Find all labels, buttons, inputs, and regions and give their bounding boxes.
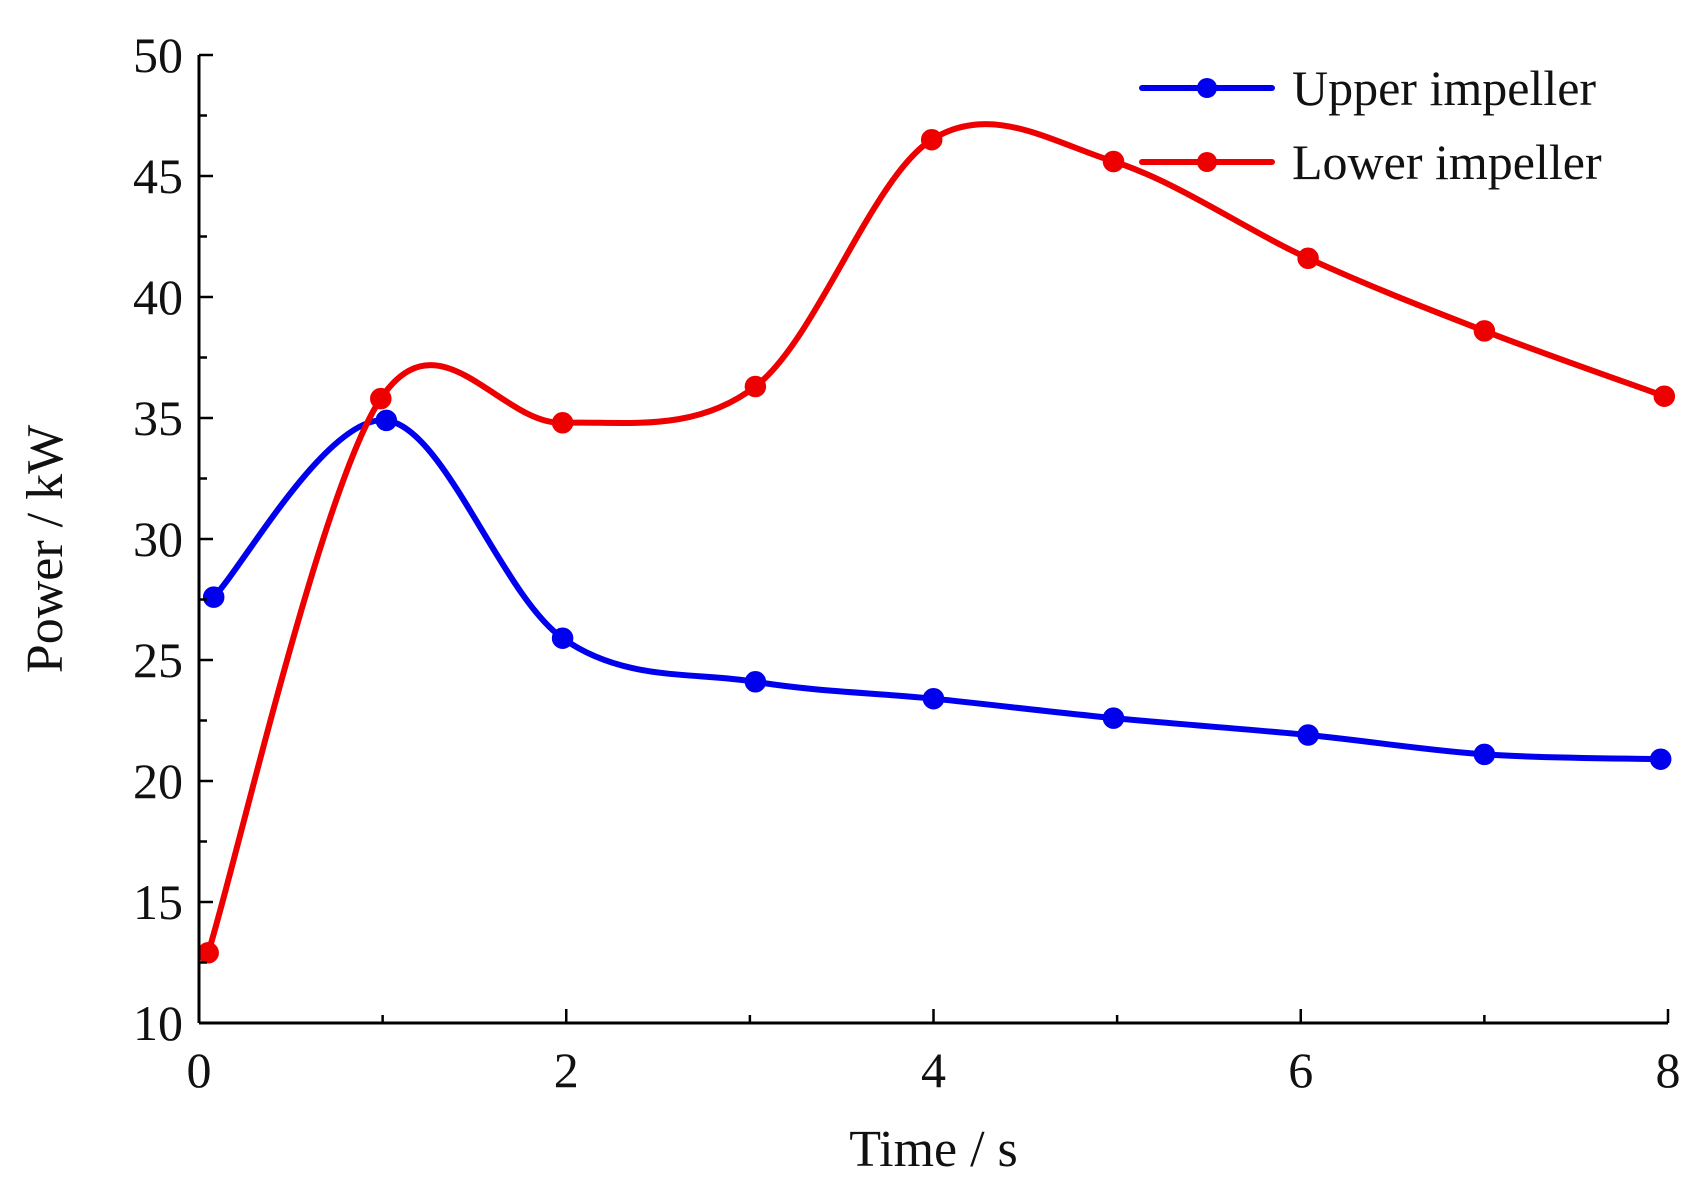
data-point-lower-impeller: [551, 412, 574, 434]
data-point-lower-impeller: [197, 942, 219, 964]
y-tick-label: 30: [133, 511, 183, 567]
x-tick-label: 2: [554, 1042, 579, 1098]
data-point-upper-impeller: [922, 687, 945, 710]
x-tick-label: 6: [1288, 1042, 1313, 1098]
y-tick-label: 20: [133, 753, 183, 809]
data-point-upper-impeller: [744, 671, 767, 693]
data-point-upper-impeller: [202, 586, 225, 608]
x-tick-label: 0: [187, 1042, 212, 1098]
data-point-lower-impeller: [370, 387, 392, 410]
y-tick-label: 45: [133, 148, 183, 204]
x-axis-title: Time / s: [849, 1121, 1018, 1178]
data-point-upper-impeller: [1649, 748, 1672, 770]
series-line-lower-impeller: [205, 121, 1668, 956]
data-point-upper-impeller: [1297, 724, 1319, 746]
data-point-lower-impeller: [1653, 385, 1676, 407]
y-tick-label: 50: [133, 27, 183, 83]
legend-marker-lower-impeller: [1197, 152, 1217, 172]
series-lines: [205, 121, 1668, 956]
y-tick-label: 40: [133, 269, 183, 325]
x-tick-label: 4: [921, 1042, 946, 1098]
data-point-upper-impeller: [1102, 707, 1125, 729]
tick-labels: 10 15 20 25 30 35 40 45 50 0 2 4 6 8: [133, 27, 1681, 1098]
data-point-lower-impeller: [1297, 247, 1319, 270]
legend-label-upper-impeller: Upper impeller: [1292, 60, 1596, 116]
legend-marker-upper-impeller: [1197, 78, 1217, 98]
axes: [197, 53, 1670, 1025]
legend: Upper impeller Lower impeller: [1139, 60, 1602, 190]
data-point-lower-impeller: [1473, 320, 1496, 342]
y-tick-label: 15: [133, 874, 183, 930]
x-tick-label: 8: [1656, 1042, 1681, 1098]
data-point-upper-impeller: [1473, 743, 1496, 766]
legend-label-lower-impeller: Lower impeller: [1292, 134, 1602, 190]
y-tick-label: 10: [133, 995, 183, 1051]
y-tick-label: 35: [133, 390, 183, 446]
series-line-upper-impeller: [210, 417, 1664, 763]
data-point-upper-impeller: [551, 627, 574, 649]
data-point-lower-impeller: [920, 128, 943, 151]
data-point-upper-impeller: [375, 409, 398, 432]
series-markers: [197, 128, 1676, 964]
data-point-lower-impeller: [1102, 150, 1125, 173]
data-point-lower-impeller: [744, 375, 767, 398]
y-tick-label: 25: [133, 632, 183, 688]
y-axis-title: Power / kW: [17, 425, 74, 673]
